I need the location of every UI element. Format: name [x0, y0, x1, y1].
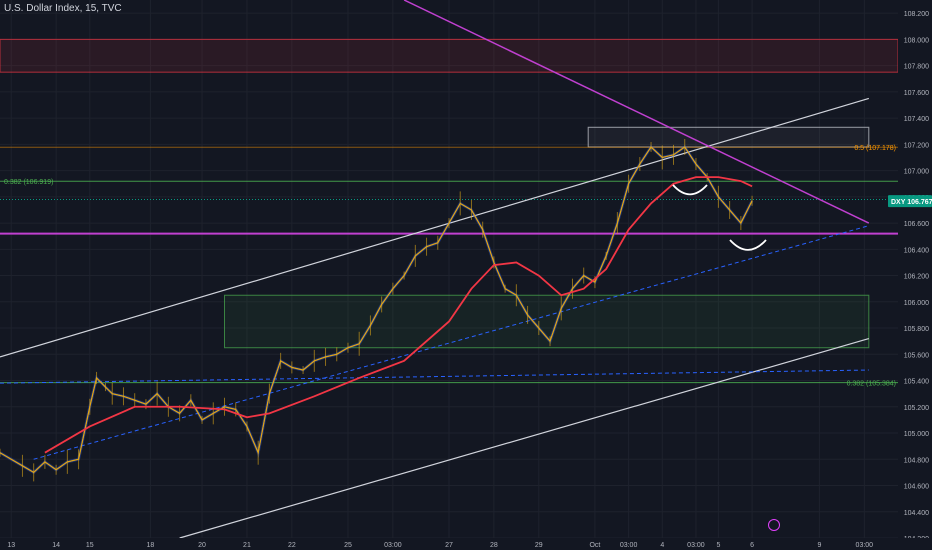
x-tick-label: 5: [716, 542, 720, 549]
x-tick-label: 03:00: [687, 542, 705, 549]
chart-title: U.S. Dollar Index, 15, TVC: [4, 3, 122, 14]
trendline-descending: [403, 0, 870, 224]
x-tick-label: 18: [147, 542, 155, 549]
x-tick-label: Oct: [589, 542, 600, 549]
trendline-dashed-rising: [33, 225, 869, 460]
x-tick-label: 03:00: [384, 542, 402, 549]
y-tick-label: 106.000: [904, 300, 929, 307]
y-axis: 108.200 108.000 107.800 107.600 107.400 107.2…: [898, 0, 932, 550]
x-tick-label: 6: [750, 542, 754, 549]
x-tick-label: 25: [344, 542, 352, 549]
y-axis-bg: [898, 0, 932, 550]
x-tick-label: 14: [52, 542, 60, 549]
trendline-lower-channel: [179, 337, 869, 539]
y-tick-label: 108.200: [904, 11, 929, 18]
x-tick-label: 13: [7, 542, 15, 549]
y-tick-label: 105.800: [904, 326, 929, 333]
x-tick-label: 9: [817, 542, 821, 549]
x-tick-label: 29: [535, 542, 543, 549]
fib-label: 0.5 (107.178): [854, 145, 896, 152]
y-tick-label: 104.800: [904, 457, 929, 464]
x-tick-label: 03:00: [856, 542, 874, 549]
x-tick-label: 20: [198, 542, 206, 549]
y-tick-label: 107.400: [904, 116, 929, 123]
chart-marks: [672, 184, 767, 251]
x-tick-label: 22: [288, 542, 296, 549]
y-tick-label: 107.000: [904, 169, 929, 176]
chart-series: [0, 138, 754, 482]
y-tick-label: 106.600: [904, 221, 929, 228]
x-tick-label: 4: [660, 542, 664, 549]
y-tick-label: 106.200: [904, 274, 929, 281]
y-tick-label: 105.000: [904, 431, 929, 438]
chart-levels: [0, 146, 898, 384]
symbol-tag-text: DXY 106.767: [891, 199, 932, 206]
pattern-arc-right: [729, 239, 767, 251]
chart-trendlines: [0, 0, 870, 539]
zone-target: [587, 126, 870, 148]
y-tick-label: 105.200: [904, 405, 929, 412]
x-tick-label: 03:00: [620, 542, 638, 549]
trendline-upper-channel: [0, 97, 869, 358]
y-tick-label: 107.800: [904, 64, 929, 71]
y-tick-label: 108.000: [904, 37, 929, 44]
fib-label: 0.382 (105.384): [847, 381, 896, 388]
y-tick-label: 107.600: [904, 90, 929, 97]
x-tick-label: 21: [243, 542, 251, 549]
zone-resistance: [0, 38, 899, 73]
y-tick-label: 105.400: [904, 379, 929, 386]
x-tick-label: 15: [86, 542, 94, 549]
chart-zones: [0, 38, 899, 349]
y-tick-label: 104.400: [904, 510, 929, 517]
price-line: [0, 146, 753, 474]
y-tick-label: 107.200: [904, 142, 929, 149]
x-axis: 13 14 15 18 20 21 22 25 03:00 27 28 29 Oct 03:00 4 03:0…: [0, 538, 932, 550]
fib-label: 0.382 (106.919): [4, 179, 53, 186]
x-tick-label: 27: [445, 542, 453, 549]
y-tick-label: 104.600: [904, 484, 929, 491]
zone-demand: [224, 294, 870, 349]
y-tick-label: 105.600: [904, 352, 929, 359]
pattern-arc-left: [672, 184, 708, 196]
ema-slow-line: [44, 176, 753, 454]
symbol-tag-bg: [888, 195, 932, 208]
economic-event-icon[interactable]: [768, 519, 780, 531]
trendline-dashed-flat: [0, 369, 869, 384]
x-tick-label: 28: [490, 542, 498, 549]
chart-labels: 0.382 (106.919) 0.5 (107.178) 0.382 (105.3…: [4, 145, 932, 388]
x-axis-bg: [0, 538, 932, 550]
y-tick-label: 106.400: [904, 247, 929, 254]
